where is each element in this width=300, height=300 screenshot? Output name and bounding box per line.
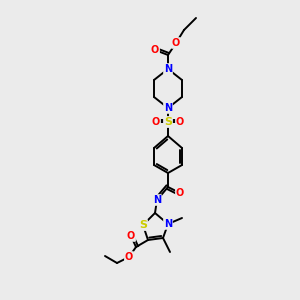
Text: S: S xyxy=(139,220,147,230)
Text: O: O xyxy=(176,188,184,198)
Text: O: O xyxy=(152,117,160,127)
Text: N: N xyxy=(164,219,172,229)
Text: S: S xyxy=(164,117,172,127)
Text: O: O xyxy=(151,45,159,55)
Text: N: N xyxy=(164,103,172,113)
Text: N: N xyxy=(153,195,161,205)
Text: N: N xyxy=(164,64,172,74)
Text: O: O xyxy=(127,231,135,241)
Text: O: O xyxy=(176,117,184,127)
Text: O: O xyxy=(172,38,180,48)
Text: O: O xyxy=(125,252,133,262)
